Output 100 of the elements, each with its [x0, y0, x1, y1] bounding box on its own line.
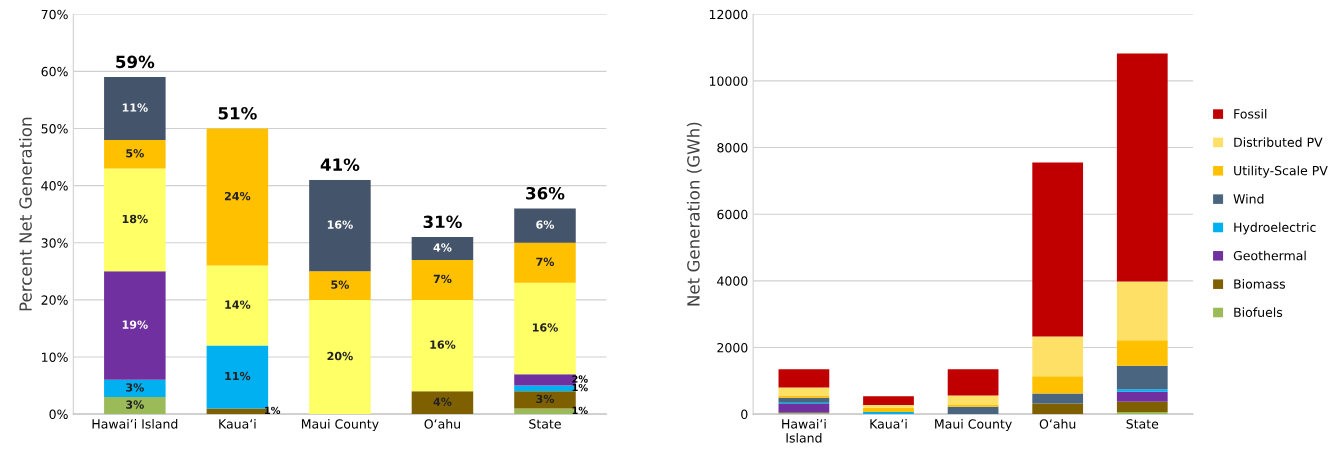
bar [411, 237, 474, 260]
bar [411, 391, 474, 415]
bar [514, 282, 576, 375]
data-label: 16% [430, 340, 456, 349]
bar [104, 168, 166, 272]
data-label: 11% [122, 103, 148, 112]
bar [778, 387, 830, 396]
legend-label: Fossil [1234, 108, 1267, 119]
bar [1116, 53, 1168, 282]
data-label: 3% [126, 400, 144, 409]
data-label: 18% [122, 214, 148, 224]
bar [778, 369, 830, 388]
bar [309, 179, 371, 272]
bar [778, 395, 830, 398]
bar [1032, 403, 1084, 415]
bar [514, 208, 576, 243]
data-label: 3% [126, 383, 144, 392]
y-tick-label: 6000 [717, 209, 748, 220]
bar [206, 128, 269, 266]
y-tick-label: 50% [41, 123, 68, 134]
x-tick-label: O‘ahu [424, 418, 460, 429]
bar [1116, 412, 1168, 415]
bar [947, 395, 999, 405]
bar [104, 379, 166, 397]
data-label: 16% [532, 323, 558, 332]
x-tick-label: O‘ahu [1039, 418, 1076, 429]
bar [863, 405, 914, 408]
bar [411, 299, 474, 392]
data-label: 4% [433, 397, 452, 406]
data-label: 14% [225, 300, 251, 309]
x-tick-label: State [1126, 419, 1159, 429]
x-tick-label: Hawai‘i Island [782, 418, 826, 443]
bar [514, 242, 576, 283]
x-tick-label: State [529, 419, 561, 429]
y-tick-label: 12000 [709, 9, 748, 20]
legend-label: Biomass [1234, 279, 1286, 289]
data-label: 19% [122, 320, 148, 329]
y-tick-label: 60% [41, 66, 68, 77]
y-tick-label: 2000 [717, 342, 748, 353]
bar [1032, 393, 1084, 404]
y-tick-label: 10% [42, 352, 68, 362]
total-label: 51% [218, 106, 257, 120]
bar [411, 259, 474, 300]
total-label: 31% [423, 215, 462, 229]
y-tick-label: 0% [49, 409, 68, 420]
x-tick-label: Maui County [935, 418, 1012, 432]
y-tick-label: 70% [41, 9, 68, 20]
bar [863, 412, 914, 415]
bar [309, 271, 371, 300]
data-label: 6% [536, 220, 555, 229]
legend-label: Hydroelectric [1234, 222, 1316, 235]
bar [104, 396, 166, 415]
total-label: 59% [116, 55, 155, 69]
bar [1032, 336, 1084, 377]
y-tick-label: 4000 [717, 276, 748, 286]
legend-label: Geothermal [1233, 250, 1306, 261]
data-label: 20% [327, 351, 353, 361]
bar [1116, 389, 1168, 392]
legend-label: Biofuels [1234, 307, 1283, 318]
y-tick-label: 8000 [717, 143, 748, 153]
data-label: 24% [224, 191, 251, 201]
data-label: 16% [327, 220, 353, 229]
x-tick-label: Maui County [301, 418, 379, 432]
bar [1032, 376, 1084, 394]
bar [309, 299, 371, 415]
bar [104, 139, 166, 169]
x-tick-label: Kaua‘i [870, 418, 907, 429]
y-tick-label: 20% [41, 295, 68, 305]
legend-label: Wind [1233, 193, 1264, 204]
bar [206, 265, 269, 346]
bar [778, 397, 830, 403]
bar [104, 271, 166, 380]
bar [104, 77, 166, 140]
y-tick-label: 40% [41, 181, 68, 191]
bar [1116, 365, 1168, 390]
data-label: 5% [331, 280, 349, 289]
total-label: 41% [320, 158, 360, 171]
y-axis-title: Percent Net Generation [18, 117, 32, 311]
bar [947, 369, 999, 396]
bar [778, 404, 830, 413]
bar [1116, 281, 1168, 341]
legend-label: Distributed PV [1234, 137, 1323, 147]
data-label: 7% [536, 257, 555, 266]
y-tick-label: 30% [41, 238, 68, 248]
data-label: 7% [433, 274, 452, 284]
legend-label: Utility-Scale PV [1234, 165, 1328, 178]
data-label: 3% [536, 394, 555, 404]
bar [947, 404, 999, 407]
y-tick-label: 10000 [709, 76, 748, 86]
bar [863, 396, 914, 406]
bar [947, 406, 999, 415]
total-label: 36% [526, 186, 565, 200]
y-tick-label: 0 [741, 409, 748, 420]
bar [1116, 391, 1168, 402]
bar [1116, 340, 1168, 366]
data-label: 11% [225, 371, 251, 381]
bar [1032, 162, 1084, 337]
y-axis-title: Net Generation (GWh) [686, 122, 702, 306]
bar [863, 407, 914, 413]
bar [1116, 401, 1168, 413]
